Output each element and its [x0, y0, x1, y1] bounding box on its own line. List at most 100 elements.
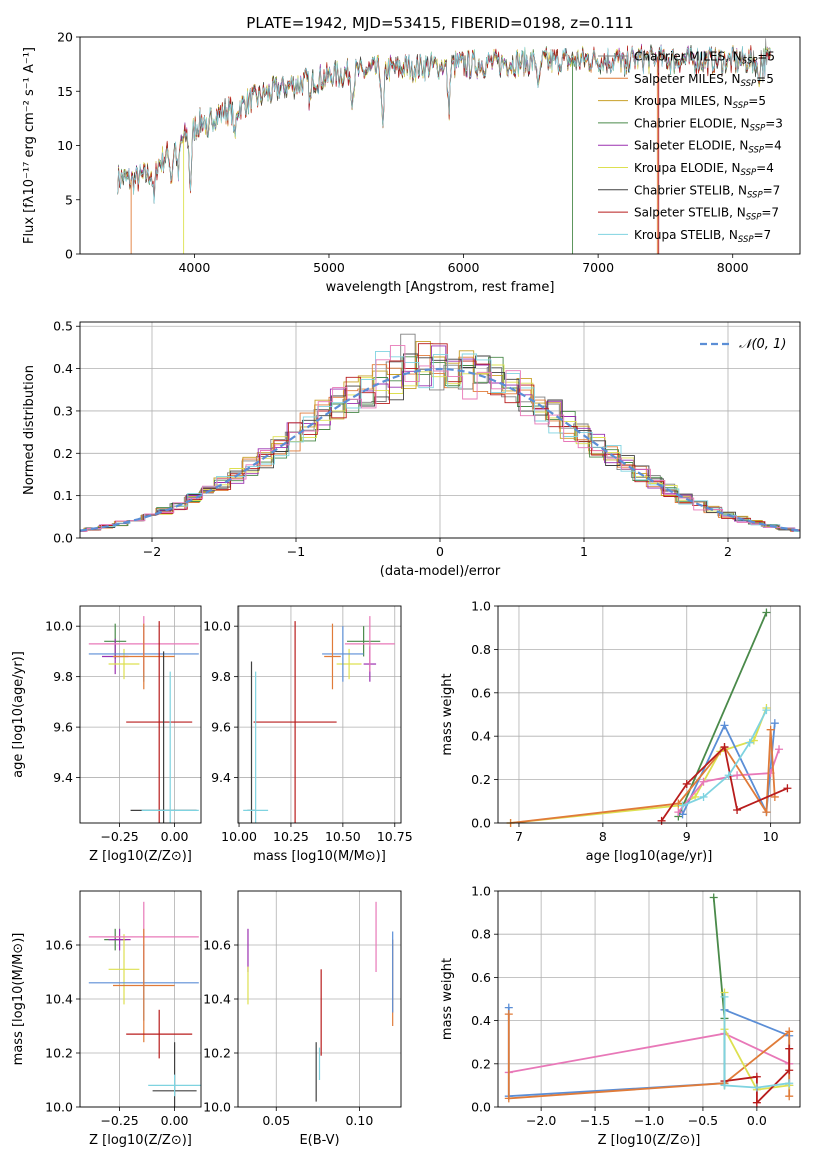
- weight-marker: [762, 608, 771, 617]
- weight-vs-Z-x-axis-label: Z [log10(Z/Z⊙)]: [598, 1133, 701, 1148]
- y-tick-label: 10.0: [45, 619, 73, 634]
- x-tick-label: 8: [599, 829, 607, 844]
- mass-vs-Z-x-axis-label: Z [log10(Z/Z⊙)]: [89, 1133, 192, 1148]
- legend-label: Kroupa MILES, NSSP=5: [634, 94, 766, 111]
- legend-text: =5: [757, 50, 775, 64]
- y-tick-label: 0.6: [471, 970, 491, 985]
- x-tick-label: 5000: [313, 260, 345, 275]
- y-tick-label: 9.8: [211, 669, 231, 684]
- weight-marker: [674, 799, 683, 808]
- weight-line-7: [723, 996, 790, 1089]
- x-tick-label: −2.0: [526, 1113, 556, 1128]
- legend-text: Kroupa MILES, N: [634, 94, 733, 108]
- weight-marker: [752, 1083, 761, 1092]
- weight-marker: [674, 808, 683, 817]
- legend-label: Kroupa ELODIE, NSSP=4: [634, 161, 774, 178]
- errorbar-point: [113, 623, 175, 690]
- x-tick-label: −1.5: [580, 1113, 610, 1128]
- weight-line-3: [681, 723, 776, 816]
- x-tick-label: 10: [763, 829, 779, 844]
- weight-line-5: [510, 729, 776, 823]
- legend-subscript: SSP: [741, 168, 757, 178]
- y-tick-label: 0.8: [471, 642, 491, 657]
- mass-vs-EBV-x-axis-label: E(B-V): [299, 1133, 339, 1148]
- legend-text: Salpeter STELIB, N: [634, 206, 746, 220]
- errorbar-point: [253, 621, 337, 823]
- legend-text: Salpeter ELODIE, N: [634, 139, 748, 153]
- legend-text: Kroupa STELIB, N: [634, 228, 738, 242]
- weight-vs-Z-y-axis-label: mass weight: [440, 958, 455, 1040]
- weight-marker: [783, 784, 792, 793]
- y-tick-label: 0.1: [53, 488, 73, 503]
- legend-text: Chabrier STELIB, N: [634, 183, 747, 197]
- y-tick-label: 10.6: [45, 938, 73, 953]
- panel-age-vs-Z: −0.25 0.00 9.4 9.6 9.8 10.0 Z [log10(Z/Z⊙)] age…: [11, 605, 202, 864]
- weight-marker: [770, 719, 779, 728]
- y-tick-label: 15: [57, 84, 73, 99]
- errorbar-point: [126, 1009, 193, 1059]
- y-tick-label: 9.8: [53, 669, 73, 684]
- legend-text: =4: [756, 161, 774, 175]
- legend-text: =4: [764, 139, 782, 153]
- y-tick-label: 9.4: [211, 770, 231, 785]
- legend-label: Chabrier MILES, NSSP=5: [634, 50, 775, 67]
- y-tick-label: 10.0: [45, 1100, 73, 1115]
- x-tick-label: −0.25: [100, 1113, 138, 1128]
- weight-marker: [733, 771, 742, 780]
- weight-marker: [678, 801, 687, 810]
- x-tick-label: 7: [515, 829, 523, 844]
- x-tick-label: 9: [683, 829, 691, 844]
- legend-subscript: SSP: [738, 235, 754, 245]
- legend-text: Salpeter MILES, N: [634, 72, 741, 86]
- y-tick-label: 0.2: [471, 1056, 491, 1071]
- age-vs-mass-x-axis-label: mass [log10(M/M⊙)]: [253, 849, 386, 864]
- y-tick-label: 0.4: [471, 729, 491, 744]
- weight-marker: [745, 738, 754, 747]
- weight-marker: [657, 816, 666, 825]
- errorbar-point: [141, 671, 199, 823]
- axes-frame: [497, 890, 801, 1108]
- legend-label: Chabrier ELODIE, NSSP=3: [634, 116, 783, 133]
- age-vs-Z-x-axis-label: Z [log10(Z/Z⊙)]: [89, 849, 192, 864]
- x-tick-label: 0.10: [345, 1113, 373, 1128]
- panel-mass-vs-Z: −0.25 0.00 10.0 10.2 10.4 10.6 Z [log10(Z/Z⊙)]…: [11, 890, 202, 1148]
- weight-marker: [709, 893, 718, 902]
- y-tick-label: 10.0: [203, 619, 231, 634]
- axes-frame: [237, 605, 402, 824]
- errorbar-point: [108, 928, 131, 951]
- y-tick-label: 10.4: [203, 992, 231, 1007]
- weight-marker: [752, 1072, 761, 1081]
- panel-spectrum: 4000 5000 6000 7000 8000 0 5 10 15 20 PLATE=1942, …: [22, 14, 801, 295]
- panel-mass-vs-EBV: 0.05 0.10 10.0 10.2 10.4 10.6 E(B-V): [203, 890, 402, 1148]
- legend-label: Kroupa STELIB, NSSP=7: [634, 228, 771, 245]
- weight-marker: [720, 743, 729, 752]
- weight-marker: [504, 1010, 513, 1019]
- y-tick-label: 0: [65, 247, 73, 262]
- y-tick-label: 9.4: [53, 770, 73, 785]
- y-tick-label: 0.5: [53, 319, 73, 334]
- y-tick-label: 0.8: [471, 927, 491, 942]
- weight-marker: [762, 808, 771, 817]
- x-tick-label: 2: [724, 544, 732, 559]
- x-tick-label: −1: [287, 544, 305, 559]
- residuals-y-axis-label: Normed distribution: [22, 365, 37, 495]
- figure-title: PLATE=1942, MJD=53415, FIBERID=0198, z=0…: [246, 14, 633, 32]
- panel-weight-vs-age: 7 8 9 10 0.0 0.2 0.4 0.6 0.8 1.0 age [log10(age/yr…: [440, 599, 801, 864]
- legend-text: =5: [756, 72, 774, 86]
- legend-subscript: SSP: [747, 190, 763, 200]
- x-tick-label: 0.00: [161, 1113, 189, 1128]
- legend-label: 𝒩(0, 1): [739, 337, 786, 352]
- y-tick-label: 0.6: [471, 685, 491, 700]
- y-tick-label: 0.0: [471, 816, 491, 831]
- legend-subscript: SSP: [750, 123, 766, 133]
- y-tick-label: 0.2: [471, 772, 491, 787]
- weight-marker: [785, 1092, 794, 1101]
- legend-subscript: SSP: [748, 146, 764, 156]
- y-tick-label: 20: [57, 30, 73, 45]
- y-tick-label: 10.2: [203, 1046, 231, 1061]
- weight-marker: [762, 706, 771, 715]
- legend-text: Chabrier MILES, N: [634, 50, 742, 64]
- y-tick-label: 0.0: [53, 531, 73, 546]
- axes-frame: [79, 36, 801, 255]
- x-tick-label: 0: [436, 544, 444, 559]
